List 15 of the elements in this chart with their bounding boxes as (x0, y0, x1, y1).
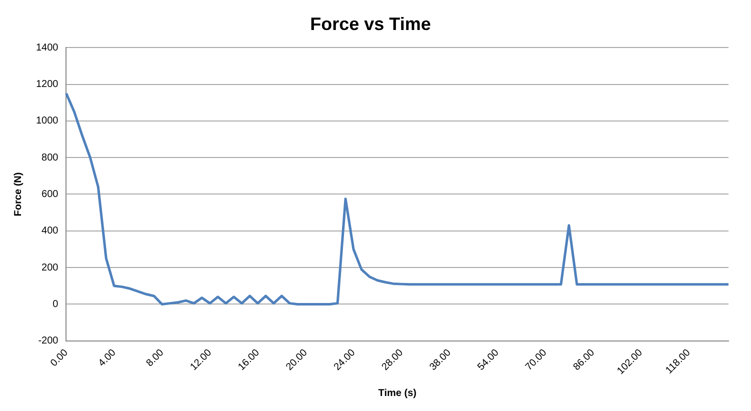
y-tick-label: 800 (42, 152, 59, 164)
x-tick-label: 8.00 (144, 347, 166, 369)
y-axis-title: Force (N) (12, 172, 24, 216)
y-tick-label: 0 (52, 298, 59, 310)
y-tick-label: 200 (42, 262, 59, 274)
chart-title: Force vs Time (310, 14, 431, 34)
y-tick-label: 1000 (36, 116, 59, 127)
y-tick-label: 1200 (36, 79, 59, 90)
y-tick-label: -200 (38, 336, 59, 347)
y-tick-label: 600 (42, 188, 59, 200)
y-tick-label: 1400 (36, 42, 59, 54)
y-tick-label: 400 (42, 226, 59, 237)
x-axis-title: Time (s) (378, 388, 416, 399)
x-tick-label: 4.00 (96, 347, 118, 369)
x-tick-label: 0.00 (48, 347, 71, 369)
